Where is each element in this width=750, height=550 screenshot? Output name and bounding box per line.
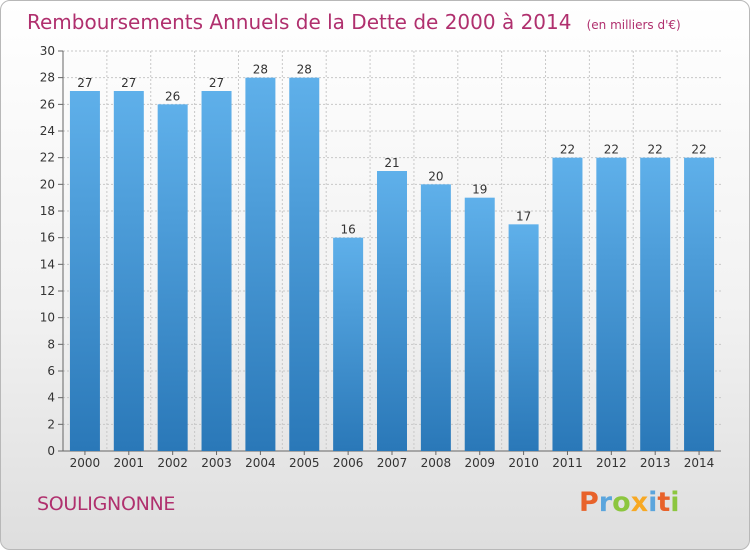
bar-2007 (377, 171, 407, 451)
x-tick-label-2014: 2014 (684, 456, 715, 470)
y-tick-label: 26 (40, 97, 55, 111)
bar-2008 (420, 184, 451, 452)
bar-2009 (464, 197, 495, 451)
data-label-2003: 27 (209, 76, 224, 90)
bar-2003 (201, 91, 232, 451)
data-label-2001: 27 (121, 76, 136, 90)
y-tick-label: 10 (40, 311, 55, 325)
bar-2006 (333, 237, 364, 451)
x-tick-label-2007: 2007 (377, 456, 408, 470)
data-label-2009: 19 (472, 183, 487, 197)
y-tick-label: 8 (47, 337, 55, 351)
data-label-2010: 17 (516, 209, 531, 223)
logo-letter: i (648, 487, 658, 518)
x-tick-label-2002: 2002 (157, 456, 188, 470)
x-tick-label-2011: 2011 (552, 456, 583, 470)
commune-name: SOULIGNONNE (37, 493, 176, 515)
data-label-2012: 22 (604, 143, 619, 157)
y-tick-label: 20 (40, 177, 55, 191)
logo-letter: x (630, 487, 649, 518)
proxiti-logo: Proxiti (579, 487, 680, 518)
x-tick-label-2006: 2006 (333, 456, 364, 470)
data-label-2014: 22 (691, 143, 706, 157)
data-label-2013: 22 (648, 143, 663, 157)
bar-2004 (245, 77, 276, 452)
data-label-2000: 27 (77, 76, 92, 90)
x-tick-label-2005: 2005 (289, 456, 320, 470)
y-tick-label: 18 (40, 204, 55, 218)
logo-letter: t (657, 487, 671, 518)
chart-title: Remboursements Annuels de la Dette de 20… (27, 10, 681, 34)
data-label-2008: 20 (428, 169, 443, 183)
data-label-2011: 22 (560, 143, 575, 157)
bar-2005 (289, 77, 320, 452)
bar-2000 (69, 91, 100, 451)
bar-2010 (508, 224, 539, 451)
x-tick-label-2012: 2012 (596, 456, 627, 470)
x-tick-label-2009: 2009 (464, 456, 495, 470)
bar-2002 (157, 104, 188, 451)
y-tick-label: 16 (40, 231, 55, 245)
bar-layer: 27 27 26 27 28 28 16 21 20 19 17 22 22 22 22 (69, 63, 715, 452)
data-label-2005: 28 (297, 63, 312, 77)
chart-title-main: Remboursements Annuels de la Dette de 20… (27, 10, 571, 34)
y-tick-label: 6 (47, 364, 55, 378)
bar-2011 (552, 157, 583, 451)
y-tick-label: 2 (47, 417, 55, 431)
data-label-2006: 16 (340, 223, 355, 237)
y-tick-label: 14 (40, 257, 55, 271)
x-tick-label-2013: 2013 (640, 456, 671, 470)
y-tick-label: 0 (47, 444, 55, 458)
x-tick-label-2004: 2004 (245, 456, 276, 470)
data-label-2004: 28 (253, 63, 268, 77)
x-tick-label-2000: 2000 (70, 456, 101, 470)
y-tick-label: 4 (47, 391, 55, 405)
y-tick-label: 12 (40, 284, 55, 298)
bar-2001 (113, 91, 144, 451)
bar-2012 (596, 157, 627, 451)
y-tick-label: 22 (40, 151, 55, 165)
bar-2014 (684, 157, 715, 451)
logo-letter: P (579, 487, 599, 518)
logo-letter: i (670, 487, 680, 518)
logo-letter: o (612, 487, 631, 518)
data-label-2002: 26 (165, 89, 180, 103)
x-tick-label-2003: 2003 (201, 456, 232, 470)
y-tick-label: 24 (40, 124, 55, 138)
bar-2013 (640, 157, 671, 451)
chart-subtitle: (en milliers d'€) (587, 18, 681, 32)
x-tick-label-2010: 2010 (508, 456, 539, 470)
x-tick-label-2008: 2008 (421, 456, 452, 470)
data-label-2007: 21 (384, 156, 399, 170)
y-tick-label: 30 (40, 44, 55, 58)
logo-letter: r (598, 487, 613, 518)
x-tick-label-2001: 2001 (114, 456, 145, 470)
y-tick-label: 28 (40, 71, 55, 85)
